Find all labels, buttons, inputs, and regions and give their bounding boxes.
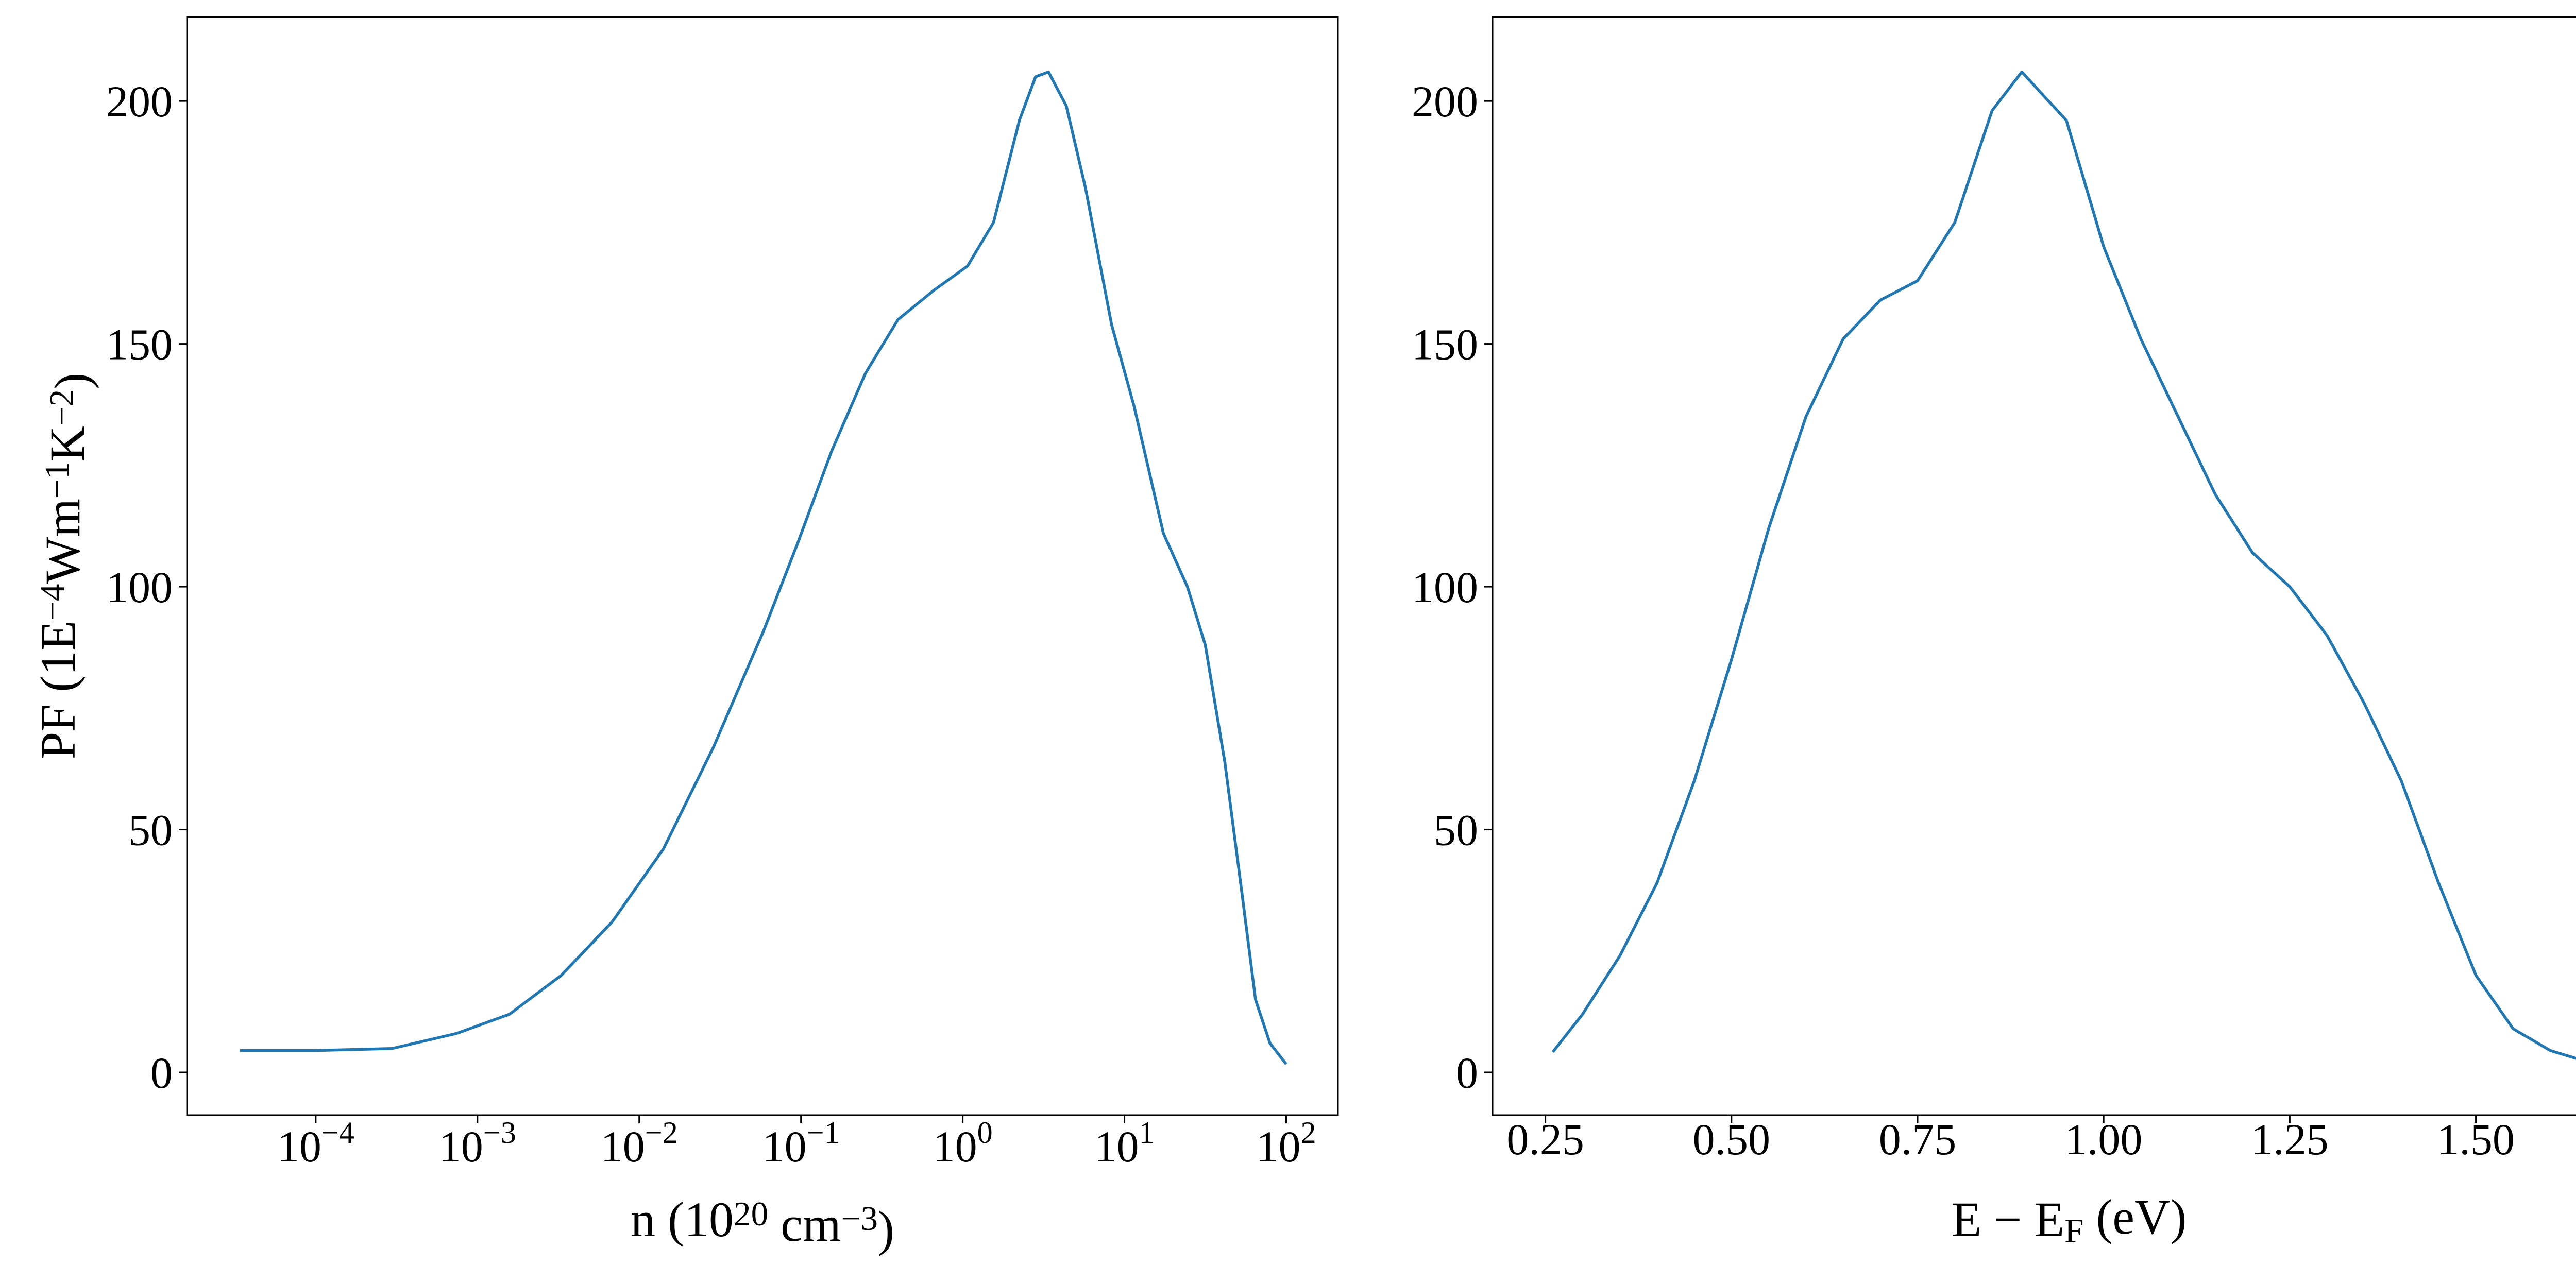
x-tick-exponent: −1 xyxy=(807,1116,840,1150)
x-axis-label-part: E − E xyxy=(1952,1192,2064,1247)
x-tick-label: 10−3 xyxy=(439,1116,516,1171)
x-tick-label: 100 xyxy=(933,1116,993,1171)
y-tick-label: 200 xyxy=(106,77,173,126)
x-tick-exponent: −3 xyxy=(483,1116,516,1150)
y-tick-label: 0 xyxy=(1456,1048,1478,1098)
axes-frame xyxy=(1492,16,2576,1116)
x-tick-base: 10 xyxy=(277,1122,321,1171)
x-tick-exponent: −2 xyxy=(645,1116,678,1150)
x-tick-label: 1.00 xyxy=(2065,1115,2143,1164)
subplot: 0 50 100 150 200 0.25 0.50 0.75 1.00 1.25 1.50 E − … xyxy=(1412,16,2576,1250)
y-tick-label: 200 xyxy=(1412,77,1478,126)
y-tick-label: 0 xyxy=(150,1048,173,1098)
y-axis-label-part: −2 xyxy=(42,389,81,426)
x-tick-label: 101 xyxy=(1095,1116,1155,1171)
y-tick-label: 100 xyxy=(106,562,173,612)
y-tick-label: 100 xyxy=(1412,562,1478,612)
y-axis-label-part: −4 xyxy=(33,584,72,621)
y-axis-label-part: K xyxy=(40,426,95,461)
x-tick-exponent: −4 xyxy=(321,1116,354,1150)
y-axis-label-part: Wm xyxy=(35,499,90,584)
x-axis-label-part: cm xyxy=(768,1196,841,1252)
y-tick-label: 150 xyxy=(1412,320,1478,369)
y-tick-label: 50 xyxy=(128,806,173,855)
y-axis-label: PF (1E−4Wm−1K−2) xyxy=(30,373,99,759)
x-tick-exponent: 1 xyxy=(1139,1116,1155,1150)
y-axis-label-part: −1 xyxy=(38,462,76,499)
data-line xyxy=(1551,70,2576,1060)
x-tick-label: 1.25 xyxy=(2251,1115,2329,1164)
x-tick-label: 0.75 xyxy=(1879,1115,1957,1164)
y-axis-label-part: PF (1E xyxy=(30,621,86,759)
x-tick-label: 10−4 xyxy=(277,1116,354,1171)
x-tick-base: 10 xyxy=(762,1122,807,1171)
y-tick-label: 50 xyxy=(1434,806,1478,855)
x-axis-label-part: 20 xyxy=(734,1194,768,1233)
x-tick-exponent: 0 xyxy=(977,1116,993,1150)
x-axis-label: n (1020 cm−3) xyxy=(631,1192,894,1256)
x-tick-base: 10 xyxy=(933,1122,977,1171)
x-axis-label: E − EF (eV) xyxy=(1952,1189,2187,1250)
y-axis-label-part: ) xyxy=(44,373,99,389)
x-tick-label: 1.50 xyxy=(2437,1115,2515,1164)
x-tick-label: 102 xyxy=(1256,1116,1316,1171)
x-tick-exponent: 2 xyxy=(1300,1116,1316,1150)
x-tick-base: 10 xyxy=(1095,1122,1139,1171)
x-tick-label: 0.25 xyxy=(1506,1115,1584,1164)
y-tick-label: 150 xyxy=(106,320,173,369)
x-tick-base: 10 xyxy=(601,1122,645,1171)
x-tick-base: 10 xyxy=(1256,1122,1300,1171)
x-axis-label-part: F xyxy=(2064,1211,2083,1250)
x-axis-label-part: ) xyxy=(878,1201,894,1256)
x-axis-label-part: (eV) xyxy=(2083,1189,2187,1244)
x-tick-label: 10−2 xyxy=(601,1116,678,1171)
x-tick-label: 0.50 xyxy=(1693,1115,1771,1164)
x-tick-label: 10−1 xyxy=(762,1116,840,1171)
x-axis-label-part: −3 xyxy=(841,1199,878,1238)
axes-frame xyxy=(186,16,1339,1116)
x-axis-label-part: n (10 xyxy=(631,1192,734,1247)
data-line xyxy=(240,70,1287,1065)
x-tick-base: 10 xyxy=(439,1122,483,1171)
